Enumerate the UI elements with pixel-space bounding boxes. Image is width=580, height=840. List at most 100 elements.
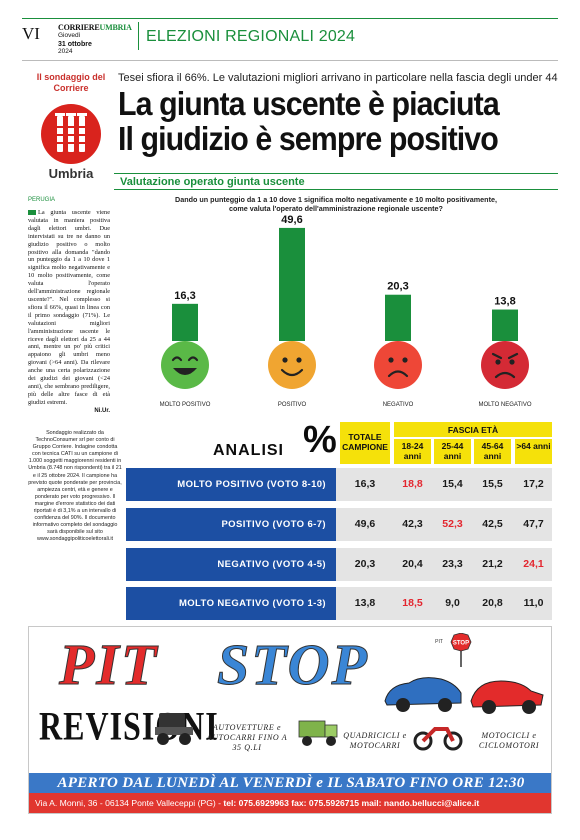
survey-badge-region: Umbria: [48, 166, 94, 181]
stop-sign-prefix: PIT: [435, 639, 443, 645]
angry-face-icon: [481, 341, 529, 389]
smiling-face-icon: [268, 341, 316, 389]
age-group-header: FASCIA ETÀ: [394, 422, 552, 437]
masthead-separator: [138, 22, 139, 50]
table-row: POSITIVO (VOTO 6-7) 49,6 42,3 52,3 42,5 47,7: [126, 508, 552, 541]
table-cell-total: 49,6: [354, 518, 376, 530]
chart-section-bar: Valutazione operato giunta uscente: [114, 173, 558, 190]
table-row: MOLTO POSITIVO (VOTO 8-10) 16,3 18,8 15,4 15…: [126, 468, 552, 501]
article-body: La giunta uscente viene valutata in mani…: [28, 209, 110, 407]
section-title: ELEZIONI REGIONALI 2024: [146, 28, 356, 45]
table-cell-age: 52,3: [442, 518, 463, 530]
article-signature: Ni.Ur.: [94, 408, 110, 414]
survey-methodology-note: Sondaggio realizzato da TechnoConsumer s…: [28, 430, 122, 543]
laughing-face-icon: [161, 341, 209, 389]
table-cell-age: 17,2: [523, 478, 544, 490]
ad-brand-pit: PIT: [58, 632, 159, 698]
table-row: NEGATIVO (VOTO 4-5) 20,3 20,4 23,3 21,2 24,1: [126, 548, 552, 581]
evaluation-bar-chart: 16,3 MOLTO POSITIVO 49,6 POSITIVO 20,3 NEGATI…: [160, 215, 532, 408]
page-number: VI: [22, 24, 40, 43]
small-truck-icon: [298, 720, 338, 746]
logo-part-corriere: CORRIERE: [58, 23, 100, 32]
table-cell-age: 47,7: [523, 518, 544, 530]
chart-category-label-4: MOLTO NEGATIVO: [478, 402, 531, 408]
table-cell-age: 20,4: [402, 558, 423, 570]
ad-address: Via A. Monni, 36 - 06134 Ponte Vallecepp…: [35, 798, 221, 808]
age-header-45-64: 45-64 anni: [474, 439, 511, 464]
article-text: La giunta uscente viene valutata in mani…: [28, 209, 110, 406]
percent-symbol: %: [303, 419, 337, 461]
angry-eye-right: [509, 359, 515, 365]
table-cell-age: 20,8: [482, 597, 503, 609]
laughing-mouth: [173, 368, 197, 375]
ad-opening-hours: APERTO DAL LUNEDÌ AL VENERDÌ e IL SABATO…: [29, 773, 551, 793]
chart-bar-2: [279, 227, 305, 341]
headline-kicker: Tesei sfiora il 66%. Le valutazioni migl…: [118, 72, 558, 84]
chart-value-label-3: 20,3: [387, 281, 408, 293]
newspaper-logo: CORRIEREUMBRIA: [58, 23, 132, 32]
issue-weekday: Giovedì: [58, 32, 81, 39]
table-cell-total: 13,8: [354, 597, 376, 609]
table-cell-age: 42,3: [402, 518, 423, 530]
table-cell-age: 23,3: [442, 558, 463, 570]
survey-badge-title: Il sondaggio del Corriere: [36, 72, 106, 94]
survey-question-line-2: come valuta l'operato dell'amministrazio…: [229, 204, 443, 213]
table-row-label: POSITIVO (VOTO 6-7): [126, 508, 336, 541]
chart-value-label-4: 13,8: [494, 296, 515, 308]
survey-question: Dando un punteggio da 1 a 10 dove 1 sign…: [114, 195, 558, 213]
table-cell-age: 18,5: [402, 597, 423, 609]
masthead: CORRIEREUMBRIA Giovedì 31 ottobre 2024: [58, 23, 132, 55]
table-cell-age: 15,4: [442, 478, 463, 490]
table-cell-age: 42,5: [482, 518, 503, 530]
chart-bar-1: [172, 303, 198, 341]
chart-value-label-2: 49,6: [281, 215, 302, 226]
article-dateline: PERUGIA: [28, 197, 56, 203]
chart-category-label-2: POSITIVO: [278, 402, 307, 408]
ad-category-cars: AUTOVETTURE e AUTOCARRI FINO A 35 Q.LI: [206, 723, 288, 752]
stop-sign-icon: STOP PIT: [435, 633, 472, 667]
age-header-18-24: 18-24 anni: [394, 439, 431, 464]
chart-category-label-1: MOLTO POSITIVO: [160, 402, 211, 408]
analysis-title: ANALISI: [213, 442, 284, 459]
laughing-eye-left: [171, 356, 183, 362]
table-cell-age: 11,0: [523, 597, 544, 609]
sad-eye-right: [402, 357, 408, 363]
sad-face-icon: [374, 341, 422, 389]
motorcycle-icon: [413, 727, 463, 751]
table-cell-age: 9,0: [445, 597, 460, 609]
ad-brand-stop: STOP: [217, 632, 369, 698]
smile-eye-left: [282, 357, 288, 363]
article-start-marker: [28, 210, 36, 216]
ad-category-quadricycles: QUADRICICLI e MOTOCARRI: [343, 731, 407, 750]
angry-mouth: [494, 371, 516, 379]
chart-bar-3: [385, 294, 411, 341]
laughing-eye-right: [187, 356, 199, 362]
headline-line-2: Il giudizio è sempre positivo: [118, 120, 499, 157]
headline: La giunta uscente è piaciuta Il giudizio…: [118, 86, 523, 156]
angry-brow-right: [507, 352, 519, 360]
sad-mouth: [387, 370, 409, 378]
table-row-label: MOLTO POSITIVO (VOTO 8-10): [126, 468, 336, 501]
smile-mouth: [280, 368, 304, 377]
angry-eye-left: [495, 359, 501, 365]
age-header-25-44: 25-44 anni: [434, 439, 471, 464]
stop-sign-text: STOP: [453, 641, 469, 647]
chart-category-label-3: NEGATIVO: [383, 402, 414, 408]
survey-question-line-1: Dando un punteggio da 1 a 10 dove 1 sign…: [175, 195, 497, 204]
logo-part-umbria: UMBRIA: [99, 23, 132, 32]
chart-section-title: Valutazione operato giunta uscente: [120, 176, 305, 188]
ad-contact-bar: Via A. Monni, 36 - 06134 Ponte Vallecepp…: [29, 793, 551, 813]
ad-contacts: tel: 075.6929963 fax: 075.5926715 mail: …: [223, 798, 480, 808]
ad-category-motorcycles: MOTOCICLI e CICLOMOTORI: [478, 731, 540, 750]
sad-eye-left: [388, 357, 394, 363]
smile-eye-right: [296, 357, 302, 363]
age-header-over-64: >64 anni: [515, 439, 552, 464]
chart-bar-4: [492, 309, 518, 341]
table-cell-total: 20,3: [354, 558, 376, 570]
angry-brow-left: [491, 352, 503, 360]
chart-value-label-1: 16,3: [174, 290, 195, 302]
total-sample-header: TOTALE CAMPIONE: [340, 422, 390, 464]
table-row-label: MOLTO NEGATIVO (VOTO 1-3): [126, 587, 336, 620]
table-row-label: NEGATIVO (VOTO 4-5): [126, 548, 336, 581]
table-cell-age: 18,8: [402, 478, 423, 490]
